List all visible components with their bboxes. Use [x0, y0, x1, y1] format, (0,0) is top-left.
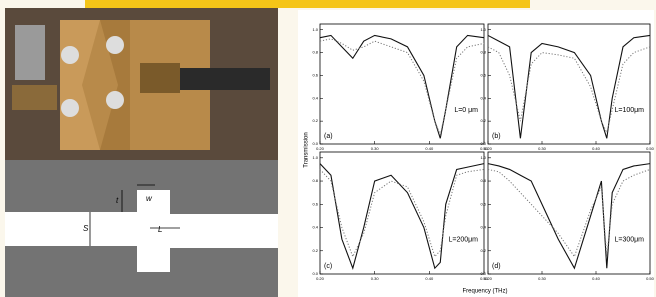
x-tick-label: 0.40 [425, 276, 434, 281]
diagram-label: L [158, 225, 162, 234]
figure: t w S L Transmission Frequency (THz) 0.0… [0, 0, 656, 297]
y-tick-label: 0.2 [312, 248, 318, 253]
canvas: t w S L Transmission Frequency (THz) 0.0… [0, 0, 656, 297]
y-tick-label: 1.0 [312, 155, 318, 160]
chart-background [298, 10, 654, 297]
annotation: L=200μm [448, 237, 478, 244]
x-tick-label: 0.40 [592, 146, 601, 151]
x-tick-label: 0.30 [538, 276, 547, 281]
geometry-diagram: t w S L [5, 160, 278, 297]
x-tick-label: 0.20 [316, 276, 325, 281]
y-tick-label: 0.6 [480, 201, 486, 206]
y-tick-label: 0.8 [480, 178, 486, 183]
x-tick-label: 0.20 [316, 146, 325, 151]
y-tick-label: 0.6 [480, 72, 486, 77]
y-tick-label: 0.4 [480, 225, 486, 230]
x-tick-label: 0.30 [371, 276, 380, 281]
y-tick-label: 0.4 [480, 95, 486, 100]
x-tick-label: 0.40 [425, 146, 434, 151]
y-tick-label: 0.8 [312, 50, 318, 55]
y-tick-label: 1.0 [480, 27, 486, 32]
y-tick-label: 0.6 [312, 201, 318, 206]
diagram-label: S [83, 224, 89, 233]
x-axis-label: Frequency (THz) [462, 289, 507, 295]
x-tick-label: 0.20 [484, 146, 493, 151]
y-tick-label: 0.8 [312, 178, 318, 183]
x-tick-label: 0.50 [646, 146, 655, 151]
panel-label: (d) [492, 263, 501, 270]
panel-label: (b) [492, 133, 501, 140]
y-tick-label: 0.6 [312, 72, 318, 77]
photo [5, 8, 278, 160]
x-tick-label: 0.40 [592, 276, 601, 281]
panel-label: (c) [324, 263, 332, 270]
x-tick-label: 0.20 [484, 276, 493, 281]
annotation: L=300μm [614, 237, 644, 244]
y-tick-label: 1.0 [480, 155, 486, 160]
y-tick-label: 0.4 [312, 225, 318, 230]
y-tick-label: 1.0 [312, 27, 318, 32]
x-tick-label: 0.30 [371, 146, 380, 151]
x-tick-label: 0.50 [646, 276, 655, 281]
y-tick-label: 0.2 [312, 118, 318, 123]
x-tick-label: 0.30 [538, 146, 547, 151]
header-bar [85, 0, 530, 8]
panel-label: (a) [324, 133, 333, 140]
annotation: L=100μm [614, 107, 644, 114]
y-tick-label: 0.8 [480, 50, 486, 55]
y-tick-label: 0.4 [312, 95, 318, 100]
y-tick-label: 0.2 [480, 118, 486, 123]
y-axis-label: Transmission [304, 132, 310, 167]
y-tick-label: 0.2 [480, 248, 486, 253]
annotation: L=0 μm [454, 107, 478, 114]
